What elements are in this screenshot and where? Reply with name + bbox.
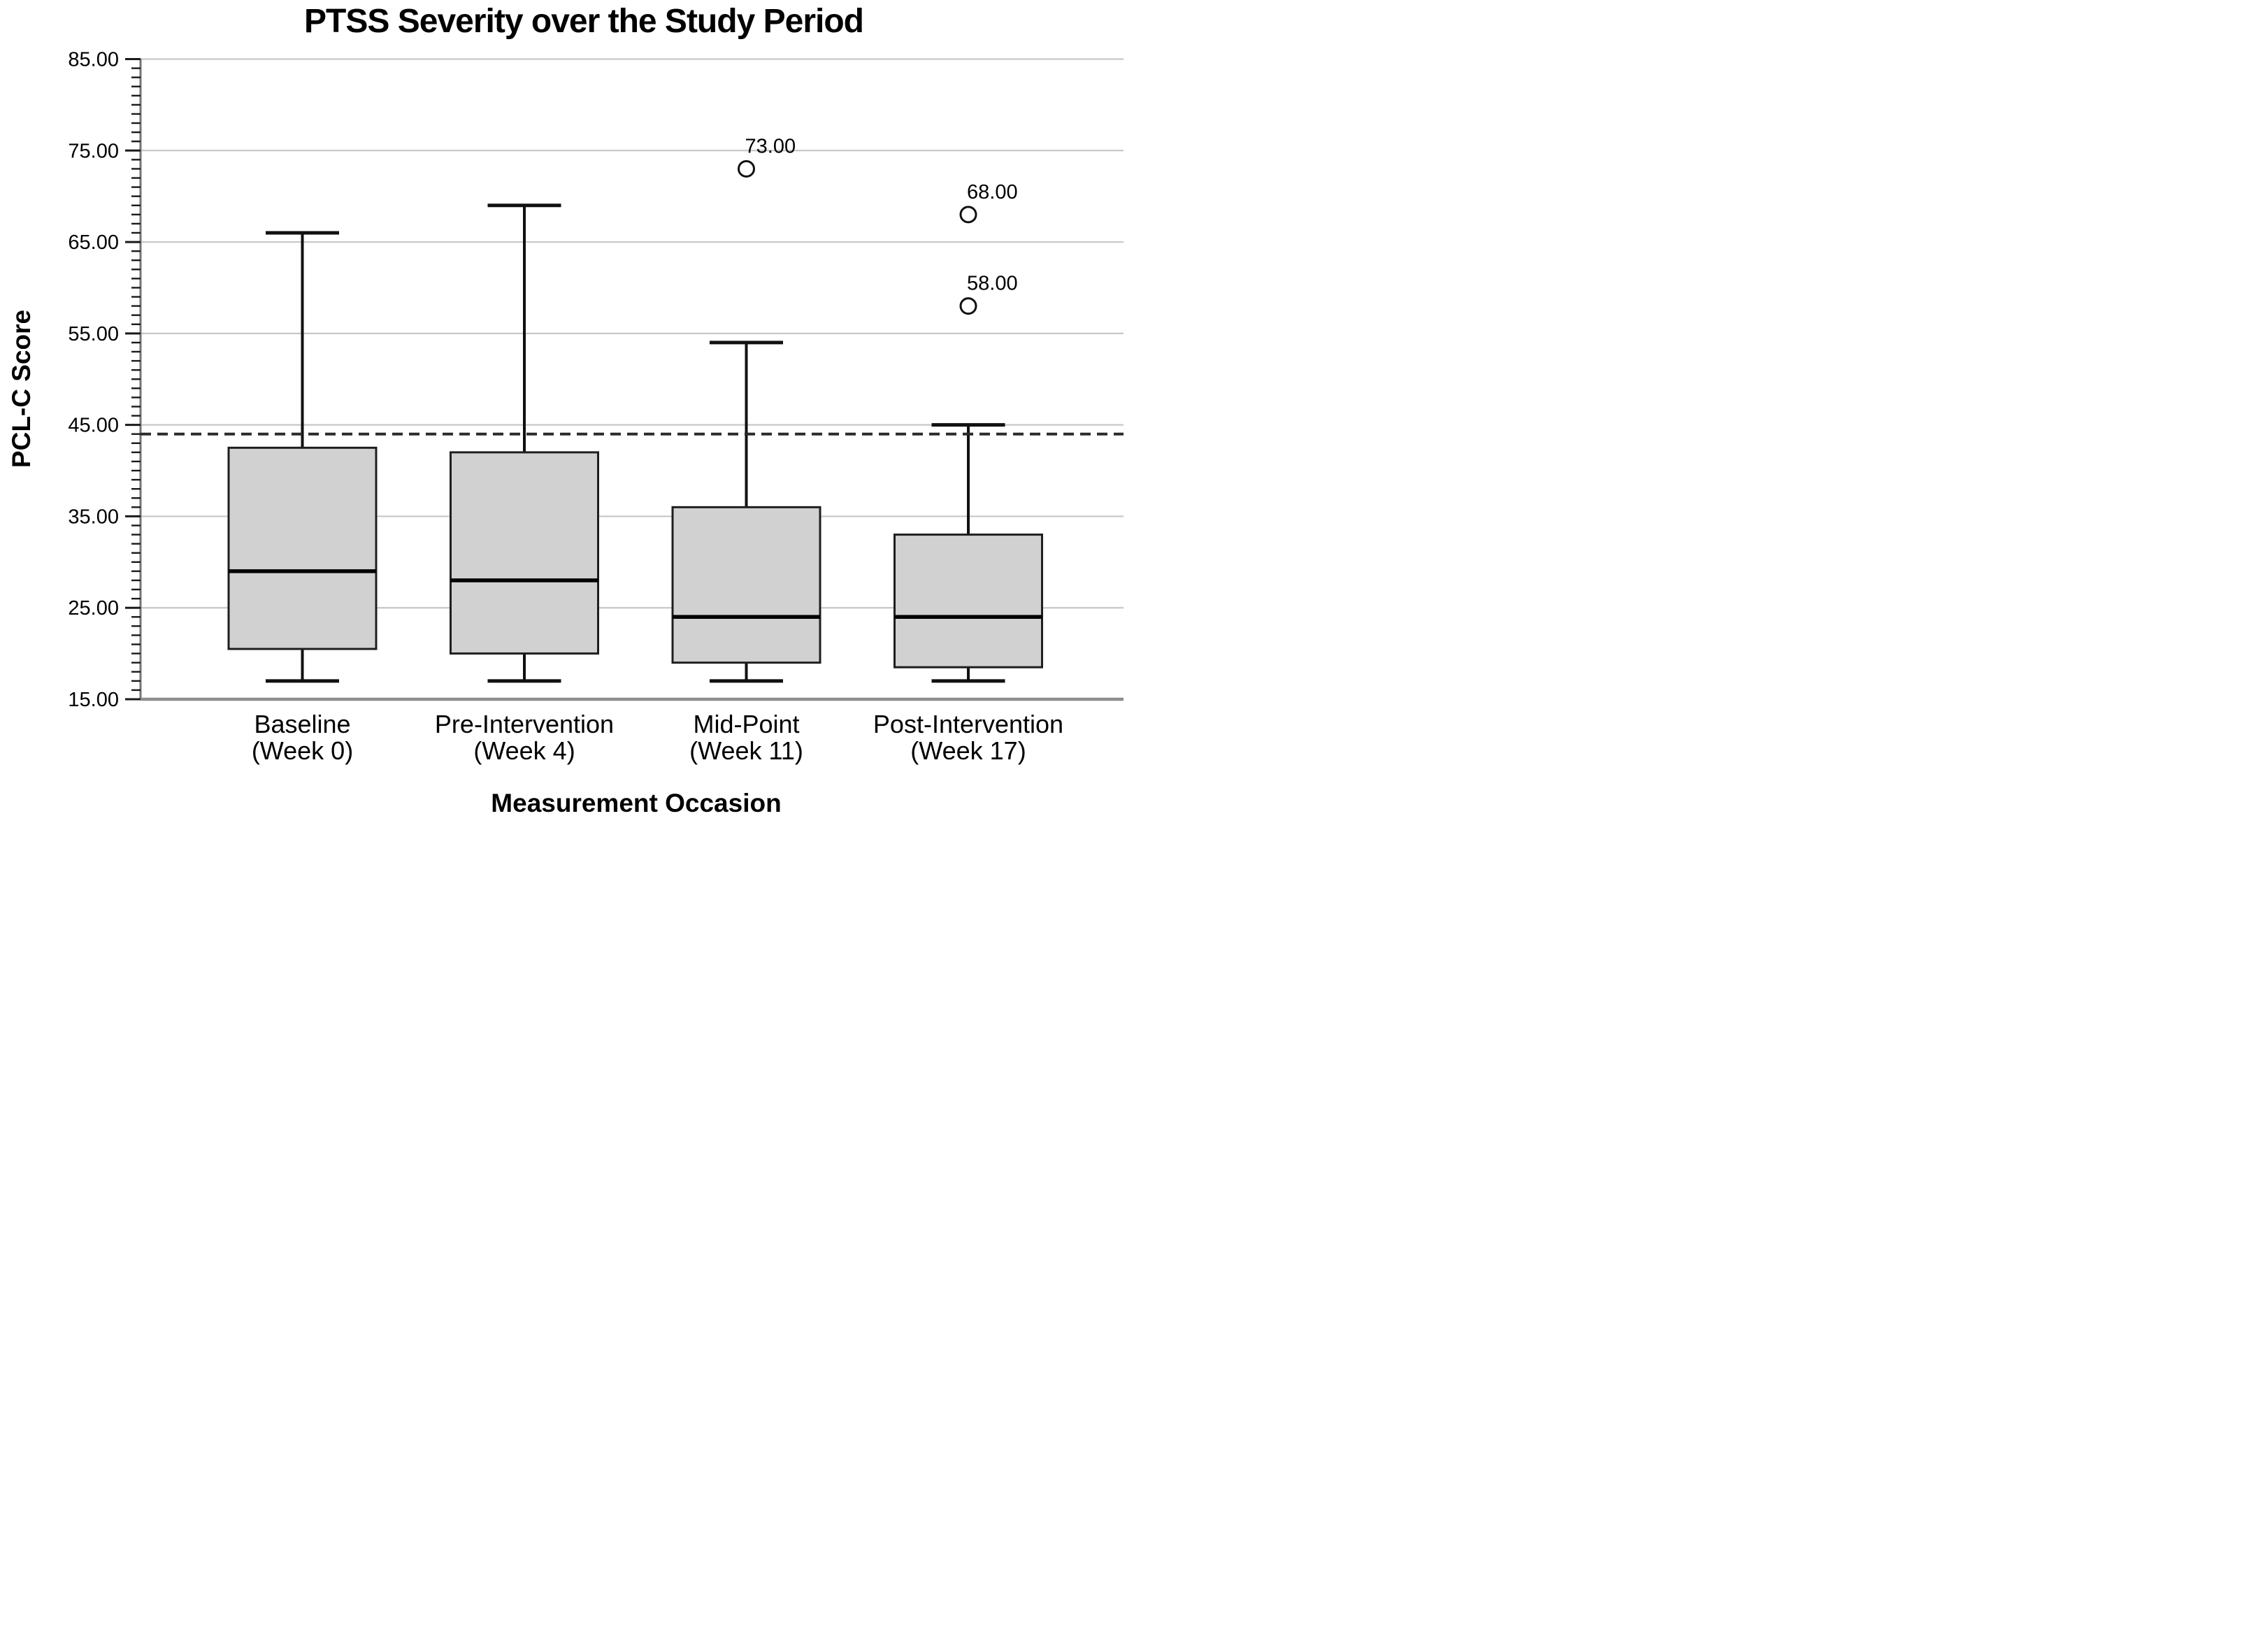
- outlier-label: 58.00: [967, 273, 1018, 295]
- box-group: [893, 423, 1043, 683]
- outlier-marker: [959, 297, 977, 315]
- outlier-label: 68.00: [967, 181, 1018, 203]
- iqr-box: [893, 534, 1043, 668]
- y-tick-label: 85.00: [68, 49, 119, 71]
- y-tick-label: 75.00: [68, 140, 119, 162]
- iqr-box: [671, 506, 821, 664]
- category-label-line1: Post-Intervention: [873, 710, 1063, 738]
- outlier-marker: [738, 159, 755, 178]
- box-group: [671, 341, 821, 683]
- y-tick-label: 35.00: [68, 506, 119, 528]
- category-label-line2: (Week 17): [910, 736, 1026, 765]
- y-axis: 15.00 25.00 35.00 45.00 55.00 65.00 75.00 85.00: [68, 49, 142, 711]
- outlier-marker: [959, 206, 977, 224]
- x-axis-title: Measurement Occasion: [491, 789, 782, 817]
- category-label-line2: (Week 4): [473, 736, 575, 765]
- y-tick-label: 15.00: [68, 689, 119, 711]
- y-tick-label: 55.00: [68, 323, 119, 345]
- y-tick-label: 45.00: [68, 415, 119, 437]
- category-label-line2: (Week 0): [252, 736, 353, 765]
- boxplot-figure: PTSS Severity over the Study Period PCL-…: [0, 0, 1134, 823]
- category-label-line1: Pre-Intervention: [435, 710, 614, 738]
- iqr-box: [450, 451, 599, 655]
- boxplot-canvas: 15.00 25.00 35.00 45.00 55.00 65.00 75.00 85.00…: [68, 49, 1124, 765]
- y-tick-label: 25.00: [68, 597, 119, 620]
- outlier-label: 73.00: [745, 135, 796, 157]
- y-tick-label: 65.00: [68, 231, 119, 254]
- iqr-box: [227, 446, 378, 650]
- box-group: [227, 231, 378, 683]
- chart-title: PTSS Severity over the Study Period: [304, 3, 864, 40]
- outlier-group: 58.00: [959, 273, 1018, 315]
- outlier-group: 68.00: [959, 181, 1018, 224]
- outlier-group: 73.00: [738, 135, 796, 178]
- category-label-line2: (Week 11): [689, 736, 803, 765]
- x-category-labels: Baseline(Week 0) Pre-Intervention(Week 4)…: [252, 710, 1063, 765]
- category-label-line1: Mid-Point: [693, 710, 799, 738]
- box-group: [450, 203, 599, 683]
- category-label-line1: Baseline: [254, 710, 350, 738]
